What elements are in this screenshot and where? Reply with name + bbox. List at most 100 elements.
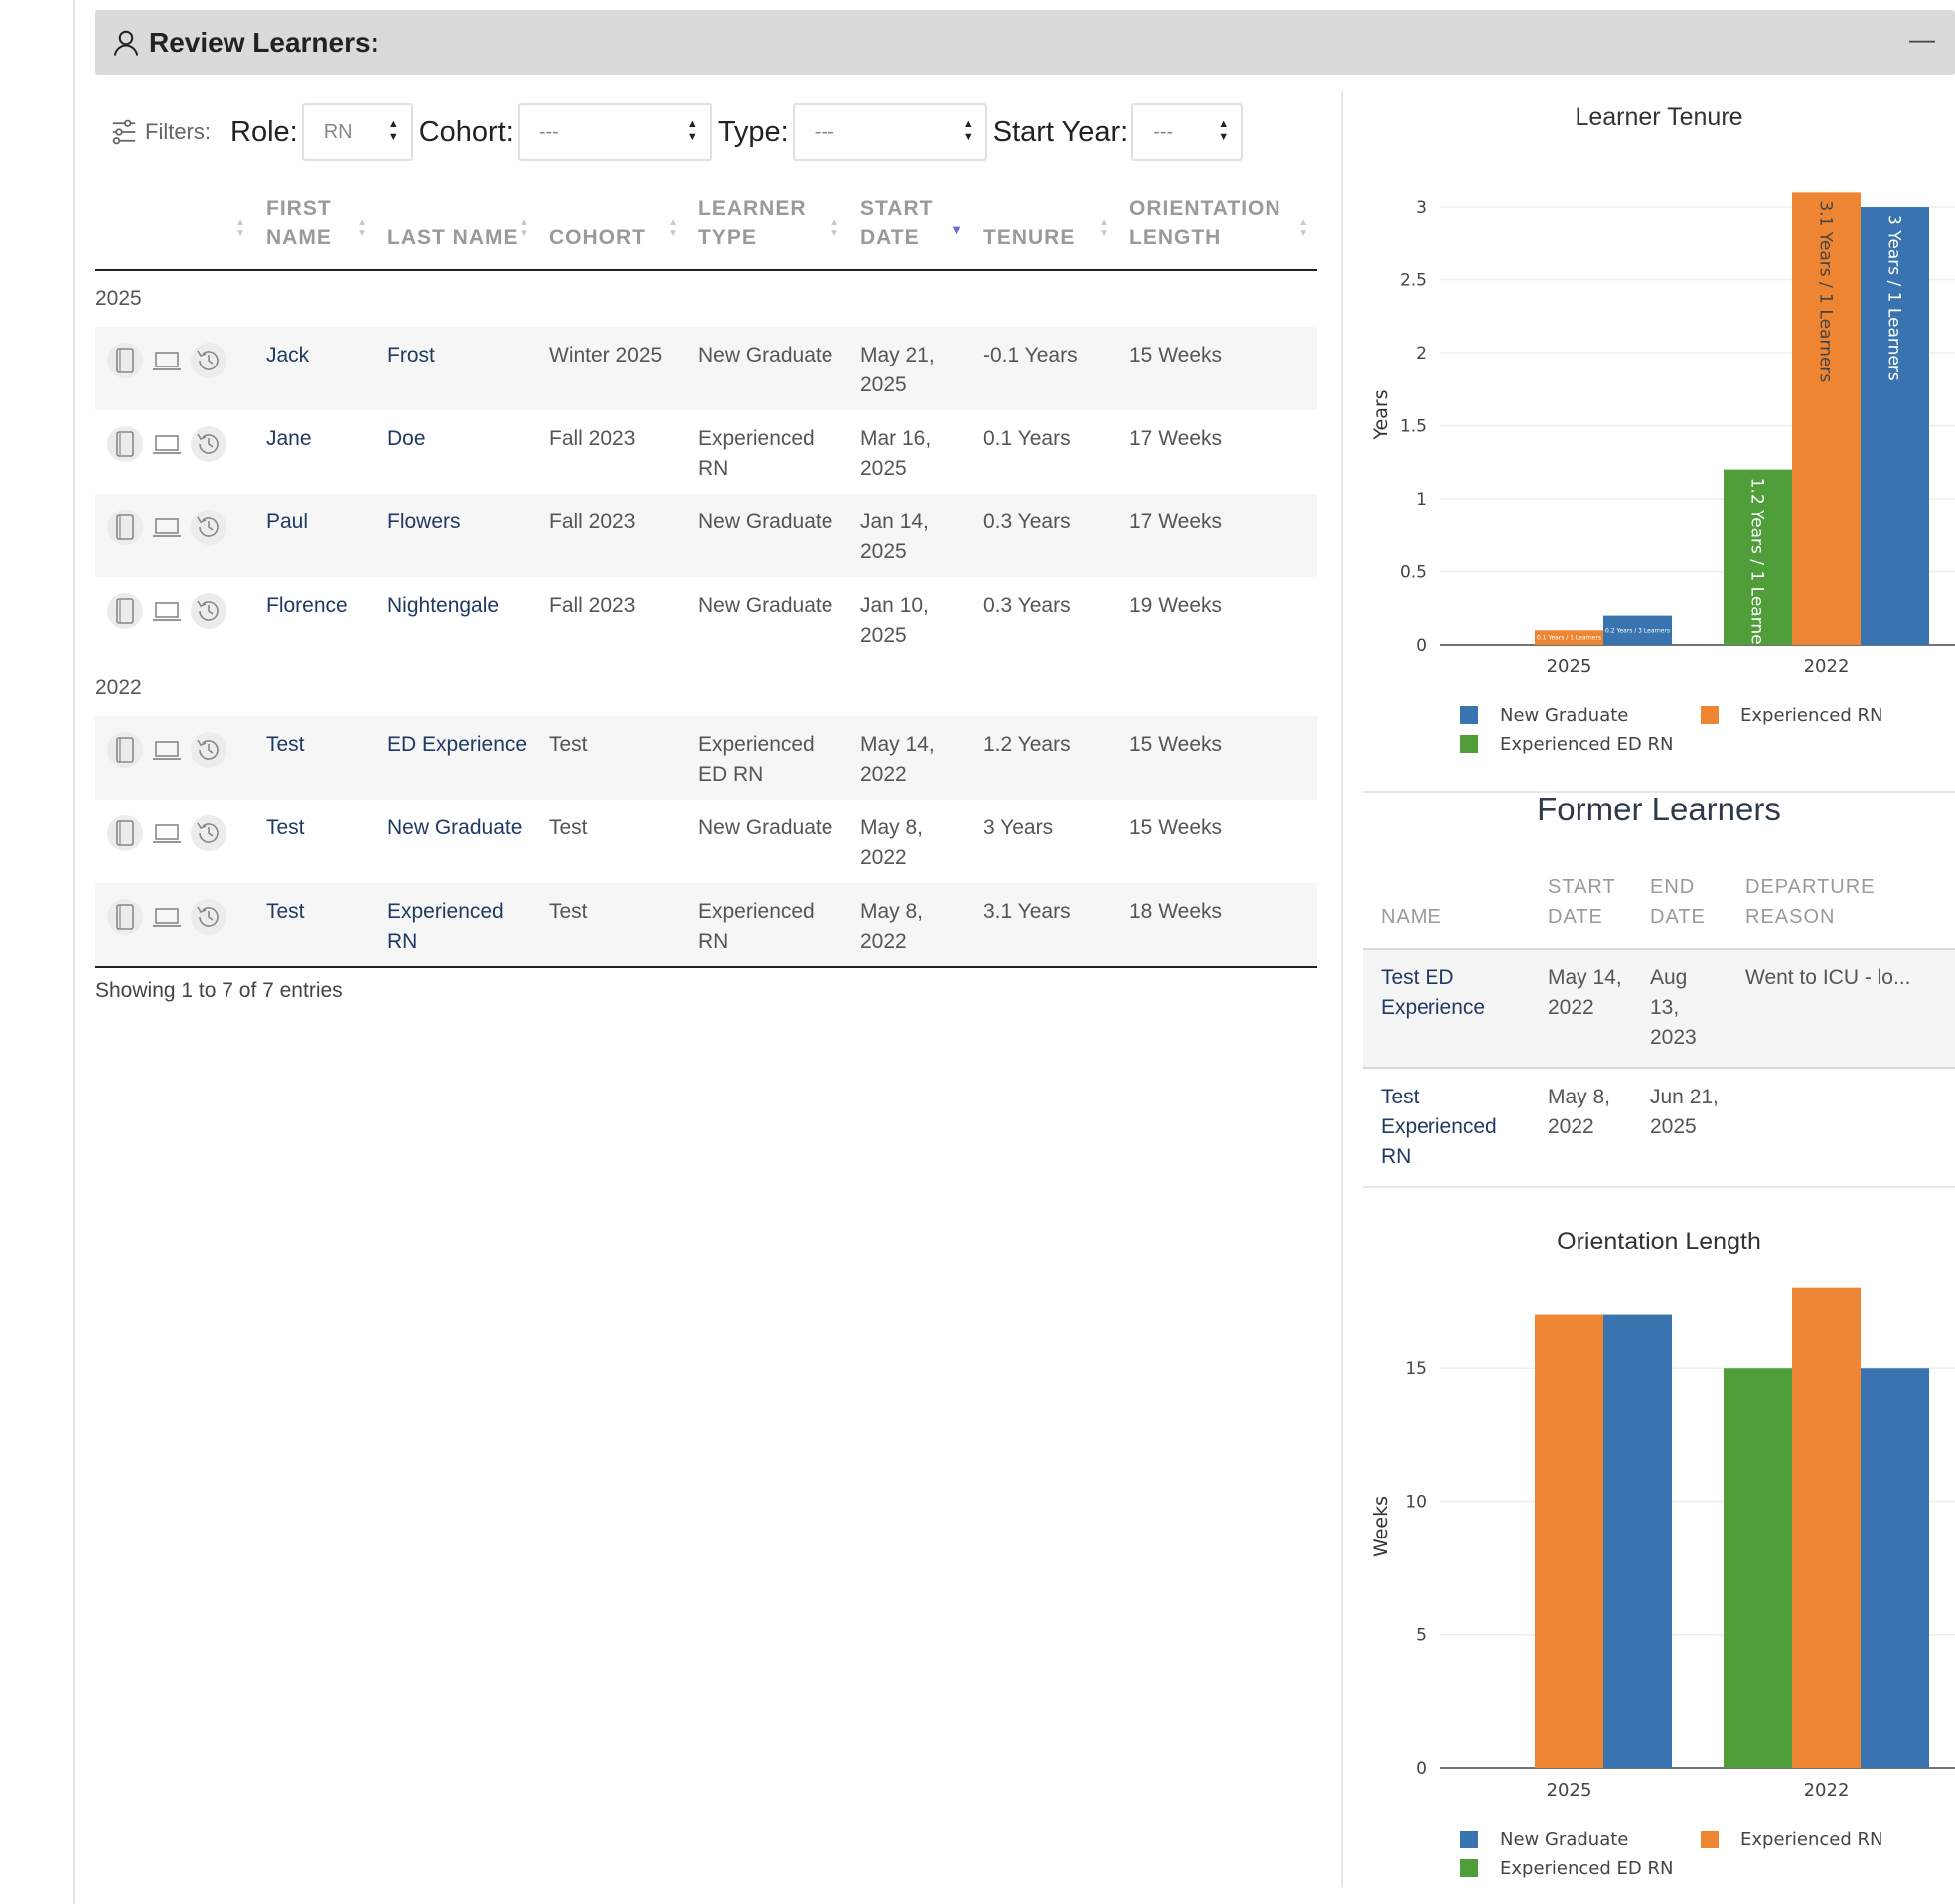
legend-label: New Graduate bbox=[1500, 1830, 1628, 1850]
tablet-icon[interactable] bbox=[107, 510, 143, 545]
learners-table-container: ▲ ▼ FIRST NAME ▲ ▼ LAST NAME ▲ ▼ COHORT ▲ ▼ LEA… bbox=[95, 187, 1317, 968]
column-header-orientation-length[interactable]: ORIENTATION LENGTH ▲ ▼ bbox=[1118, 187, 1317, 271]
tablet-icon[interactable] bbox=[107, 343, 143, 378]
select-arrows-icon: ▲ ▼ bbox=[1218, 118, 1230, 143]
cohort-select[interactable]: --- ▲ ▼ bbox=[517, 103, 712, 161]
column-header-first-name[interactable]: FIRST NAME ▲ ▼ bbox=[254, 187, 376, 271]
collapse-button[interactable]: — bbox=[1909, 24, 1935, 54]
cell-first-name[interactable]: Jack bbox=[254, 327, 376, 410]
role-select[interactable]: RN ▲ ▼ bbox=[301, 103, 413, 161]
table-row: Jack Frost Winter 2025 New Graduate May 21, … bbox=[95, 327, 1317, 410]
cell-cohort: Winter 2025 bbox=[537, 327, 686, 410]
former-learner-name[interactable]: Test Experienced RN bbox=[1363, 1068, 1530, 1188]
sort-icon: ▲ ▼ bbox=[668, 218, 678, 239]
cell-first-name[interactable]: Test bbox=[254, 883, 376, 968]
history-icon[interactable] bbox=[191, 510, 226, 545]
legend-swatch bbox=[1460, 706, 1478, 724]
cell-tenure: 3.1 Years bbox=[972, 883, 1118, 968]
y-tick-label: 5 bbox=[1416, 1626, 1427, 1646]
cell-tenure: 3 Years bbox=[983, 816, 1054, 839]
select-arrows-icon: ▲ ▼ bbox=[962, 118, 974, 143]
sort-icon: ▲ ▼ bbox=[1099, 218, 1110, 239]
cell-orientation-length: 17 Weeks bbox=[1129, 427, 1222, 450]
y-tick-label: 1.5 bbox=[1400, 417, 1427, 437]
cell-last-name[interactable]: New Graduate bbox=[387, 816, 523, 839]
cell-last-name[interactable]: Experienced RN bbox=[376, 883, 537, 968]
start-year-select[interactable]: --- ▲ ▼ bbox=[1131, 103, 1244, 161]
history-icon[interactable] bbox=[191, 815, 226, 851]
column-header-start-date[interactable]: START DATE ▼ bbox=[848, 187, 972, 271]
row-actions bbox=[95, 800, 254, 883]
cell-first-name[interactable]: Florence bbox=[266, 594, 348, 617]
legend-swatch bbox=[1701, 706, 1719, 724]
learners-table: ▲ ▼ FIRST NAME ▲ ▼ LAST NAME ▲ ▼ COHORT ▲ ▼ LEA… bbox=[95, 187, 1317, 968]
filters-bar: Filters: Role: RN ▲ ▼ Cohort: --- ▲ ▼ Type… bbox=[109, 101, 1311, 163]
bar-data-label: 3.1 Years / 1 Learners bbox=[1816, 200, 1836, 382]
cell-cohort: Fall 2023 bbox=[537, 494, 686, 577]
cell-first-name[interactable]: Jane bbox=[266, 427, 312, 450]
laptop-icon[interactable] bbox=[149, 510, 185, 545]
cell-last-name[interactable]: Flowers bbox=[376, 494, 537, 577]
laptop-icon[interactable] bbox=[149, 426, 185, 462]
cell-start-date: May 8, 2022 bbox=[848, 883, 972, 968]
former-column-header-departure-reason[interactable]: DEPARTURE REASON bbox=[1728, 872, 1955, 950]
cell-first-name[interactable]: Test bbox=[254, 716, 376, 800]
column-header-learner-type[interactable]: LEARNER TYPE ▲ ▼ bbox=[686, 187, 848, 271]
former-learner-name[interactable]: Test ED Experience bbox=[1363, 949, 1530, 1069]
bar-data-label: 0.2 Years / 3 Learners bbox=[1605, 627, 1670, 634]
cell-learner-type: New Graduate bbox=[698, 594, 833, 617]
former-column-header-start-date[interactable]: START DATE bbox=[1530, 872, 1632, 950]
tablet-icon[interactable] bbox=[107, 593, 143, 629]
laptop-icon[interactable] bbox=[149, 343, 185, 378]
history-icon[interactable] bbox=[191, 593, 226, 629]
history-icon[interactable] bbox=[191, 426, 226, 462]
tablet-icon[interactable] bbox=[107, 815, 143, 851]
cell-tenure: -0.1 Years bbox=[972, 327, 1118, 410]
history-icon[interactable] bbox=[191, 899, 226, 935]
former-column-header-name[interactable]: NAME bbox=[1363, 872, 1530, 950]
cohort-filter-label: Cohort: bbox=[418, 115, 514, 148]
tablet-icon[interactable] bbox=[107, 899, 143, 935]
history-icon[interactable] bbox=[191, 732, 226, 768]
laptop-icon[interactable] bbox=[149, 732, 185, 768]
history-icon[interactable] bbox=[191, 343, 226, 378]
laptop-icon[interactable] bbox=[149, 815, 185, 851]
cell-last-name[interactable]: Doe bbox=[387, 427, 426, 450]
tablet-icon[interactable] bbox=[107, 426, 143, 462]
row-actions bbox=[95, 883, 254, 968]
cell-first-name[interactable]: Test bbox=[266, 816, 305, 839]
column-header-cohort[interactable]: COHORT ▲ ▼ bbox=[537, 187, 686, 271]
cell-last-name[interactable]: Nightengale bbox=[387, 594, 500, 617]
select-arrows-icon: ▲ ▼ bbox=[686, 118, 698, 143]
type-select[interactable]: --- ▲ ▼ bbox=[792, 103, 987, 161]
legend-label: Experienced RN bbox=[1740, 1830, 1883, 1850]
tablet-icon[interactable] bbox=[107, 732, 143, 768]
cell-last-name[interactable]: ED Experience bbox=[376, 716, 537, 800]
sort-icon: ▲ ▼ bbox=[829, 218, 840, 239]
group-row: 2025 bbox=[95, 270, 1317, 327]
orientation-chart-title: Orientation Length bbox=[1557, 1228, 1761, 1255]
cell-tenure: 0.3 Years bbox=[983, 594, 1071, 617]
y-axis-title: Years bbox=[1370, 389, 1392, 440]
cell-tenure: 0.3 Years bbox=[972, 494, 1118, 577]
cell-tenure: 0.1 Years bbox=[983, 427, 1071, 450]
bar-experienced-rn bbox=[1535, 630, 1603, 645]
laptop-icon[interactable] bbox=[149, 899, 185, 935]
column-divider bbox=[1341, 91, 1343, 1887]
action-icons bbox=[107, 813, 244, 851]
type-filter-label: Type: bbox=[717, 115, 789, 148]
cell-orientation-length: 17 Weeks bbox=[1118, 494, 1317, 577]
column-header-tenure[interactable]: TENURE ▲ ▼ bbox=[972, 187, 1118, 271]
former-end-date: Aug 13, 2023 bbox=[1632, 949, 1728, 1069]
former-column-header-end-date[interactable]: END DATE bbox=[1632, 872, 1728, 950]
cell-first-name[interactable]: Paul bbox=[254, 494, 376, 577]
cell-learner-type: New Graduate bbox=[686, 494, 848, 577]
cell-last-name[interactable]: Frost bbox=[376, 327, 537, 410]
role-select-value: RN bbox=[323, 120, 353, 143]
page-left-border bbox=[73, 0, 75, 1904]
column-header-actions[interactable]: ▲ ▼ bbox=[95, 187, 254, 271]
laptop-icon[interactable] bbox=[149, 593, 185, 629]
row-actions bbox=[95, 410, 254, 494]
column-header-last-name[interactable]: LAST NAME ▲ ▼ bbox=[376, 187, 537, 271]
bar-new-graduate bbox=[1603, 1314, 1672, 1768]
